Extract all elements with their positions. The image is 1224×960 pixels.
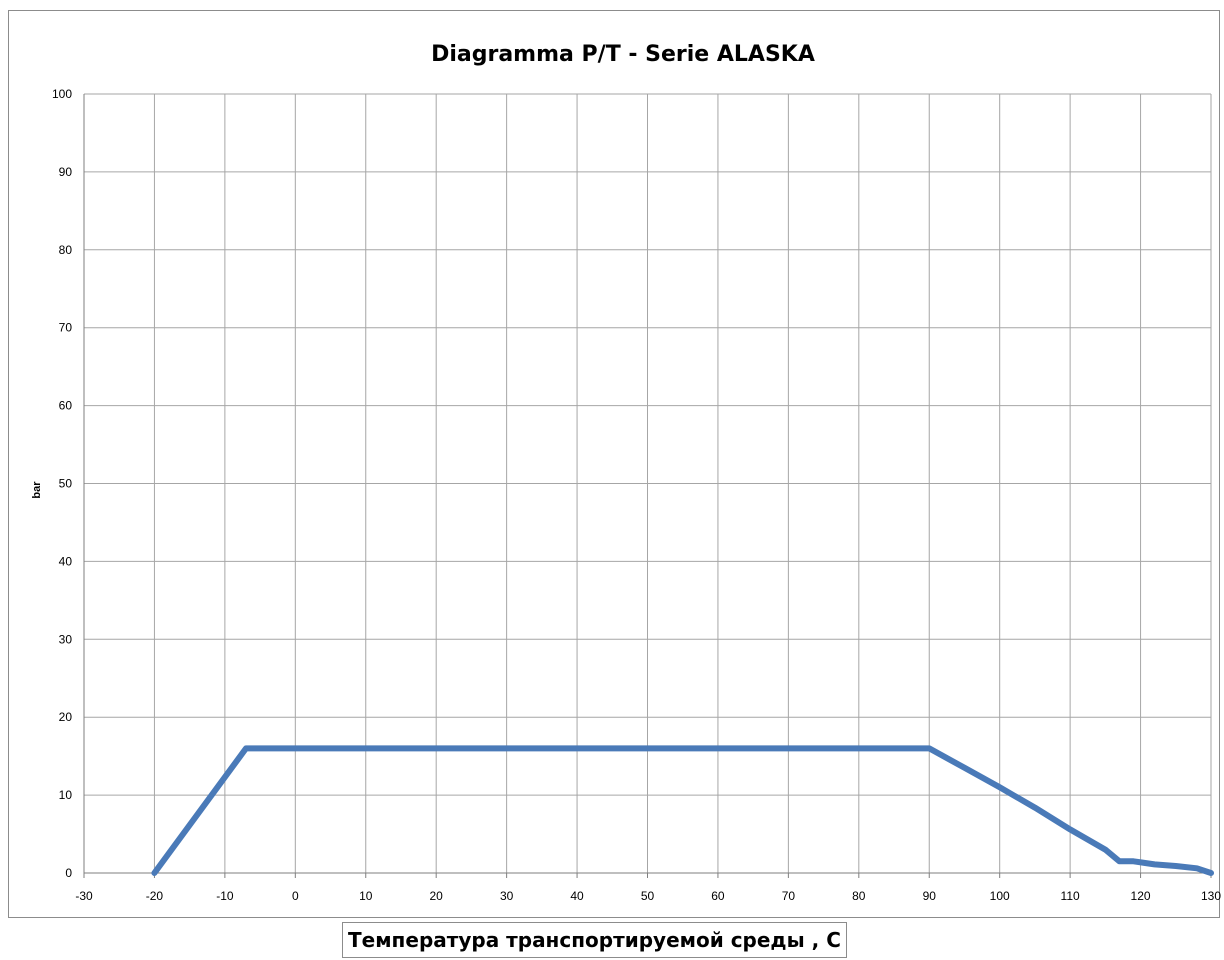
x-tick-label: -10 [216,889,234,903]
y-tick-label: 40 [59,554,73,568]
y-tick-label: 90 [59,165,73,179]
tick-group: 0 10 20 30 40 50 60 70 80 90 100 -30 -20 -10 0 10 20 30 40… [52,87,1221,903]
y-tick-label: 100 [52,87,72,101]
series-group [151,745,1214,876]
x-tick-label: 30 [500,889,514,903]
y-tick-label: 60 [59,399,73,413]
x-tick-label: 70 [782,889,796,903]
x-tick-label: 50 [641,889,655,903]
y-tick-label: 80 [59,243,73,257]
y-tick-label: 30 [59,632,73,646]
chart-title: Diagramma P/T - Serie ALASKA [431,42,815,67]
x-tick-label: 20 [430,889,444,903]
y-tick-label: 20 [59,710,73,724]
x-tick-label: -30 [75,889,93,903]
y-tick-label: 10 [59,788,73,802]
x-tick-label: 80 [852,889,866,903]
y-tick-label: 0 [65,866,72,880]
x-tick-label: 100 [990,889,1010,903]
x-tick-label: 130 [1201,889,1221,903]
chart-frame: Diagramma P/T - Serie ALASKA 0 10 20 30 40 50… [8,10,1221,918]
x-tick-label: 110 [1061,889,1080,903]
y-tick-label: 50 [59,477,73,491]
series-line [151,745,1214,876]
x-tick-label: 60 [711,889,725,903]
y-tick-label: 70 [59,321,73,335]
x-tick-label: 0 [292,889,299,903]
axis-group [83,94,1212,878]
x-tick-label: 90 [923,889,937,903]
x-tick-label: 40 [570,889,584,903]
x-tick-label: 120 [1131,889,1151,903]
y-axis-label: bar [31,481,43,499]
x-tick-label: -20 [146,889,164,903]
grid-group [84,93,1212,873]
x-tick-label: 10 [359,889,373,903]
chart-svg: Diagramma P/T - Serie ALASKA 0 10 20 30 40 50… [31,42,1221,903]
x-axis-label: Температура транспортируемой среды , С [342,922,847,958]
